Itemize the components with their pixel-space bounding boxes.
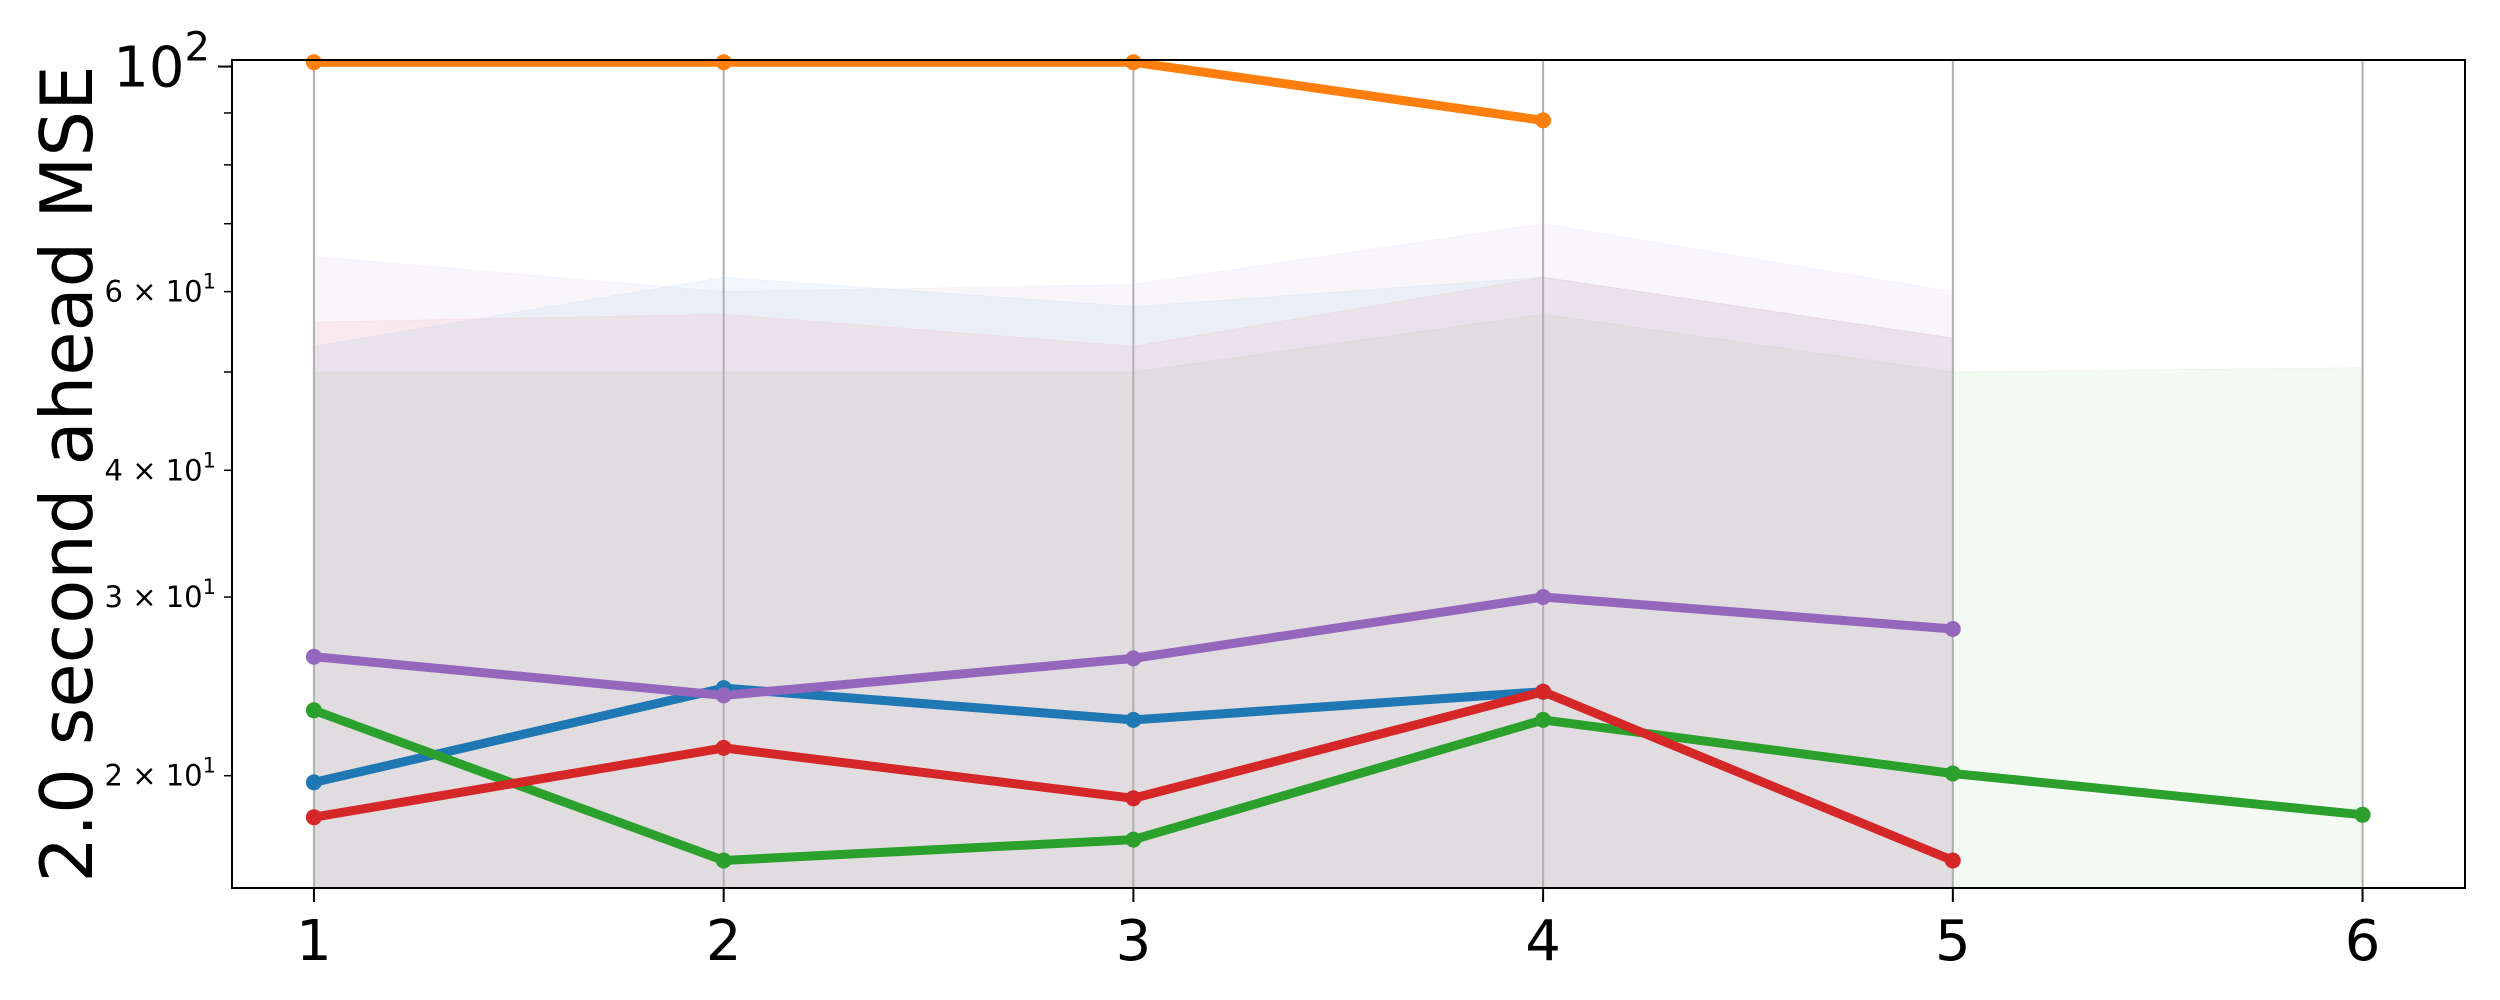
point-series-3-x4 — [1535, 711, 1552, 728]
x-tick-label-6: 6 — [2345, 909, 2381, 974]
point-series-3-x2 — [715, 852, 732, 869]
y-tick-label-20: 2 × 101 — [105, 754, 216, 793]
point-series-4-x1 — [305, 809, 322, 826]
y-axis-ticks: 102 2 × 101 3 × 101 4 × 101 6 × 101 — [105, 25, 232, 793]
line-series-1 — [309, 683, 1548, 787]
x-tick-label-2: 2 — [706, 909, 742, 974]
point-series-5-x2 — [715, 687, 732, 704]
point-series-5-x5 — [1944, 621, 1961, 637]
point-series-5-x1 — [305, 648, 322, 665]
x-tick-label-1: 1 — [296, 909, 332, 974]
y-tick-label-60: 6 × 101 — [105, 270, 216, 309]
y-tick-label-40: 4 × 101 — [105, 448, 216, 487]
confidence-bands — [313, 223, 2364, 888]
x-tick-label-5: 5 — [1935, 909, 1971, 974]
point-series-5-x3 — [1125, 650, 1142, 667]
y-tick-label-30: 3 × 101 — [105, 575, 216, 614]
point-series-4-x2 — [715, 739, 732, 756]
point-series-1-x1 — [305, 774, 322, 791]
point-series-3-x6 — [2354, 806, 2371, 823]
point-series-4-x4 — [1535, 683, 1552, 700]
point-series-3-x1 — [305, 702, 322, 719]
point-series-2-x4 — [1535, 112, 1552, 129]
point-series-2-x2 — [715, 54, 732, 71]
point-series-5-x4 — [1535, 589, 1552, 605]
line-series-2 — [309, 60, 1548, 125]
line-series-3 — [309, 705, 2368, 865]
point-series-2-x1 — [305, 54, 322, 71]
series-points — [305, 54, 2371, 869]
point-series-3-x3 — [1125, 831, 1142, 848]
point-series-1-x3 — [1125, 711, 1142, 728]
point-series-2-x3 — [1125, 54, 1142, 71]
y-tick-label-100: 102 — [113, 25, 210, 101]
x-axis-ticks: 1 2 3 4 5 6 — [296, 888, 2380, 974]
point-series-4-x5 — [1944, 852, 1961, 869]
point-series-3-x5 — [1944, 765, 1961, 782]
point-series-4-x3 — [1125, 790, 1142, 807]
plot-frame — [231, 59, 2466, 889]
y-axis-label: 2.0 second ahead MSE — [25, 65, 109, 882]
x-tick-label-4: 4 — [1525, 909, 1561, 974]
x-tick-label-3: 3 — [1116, 909, 1152, 974]
